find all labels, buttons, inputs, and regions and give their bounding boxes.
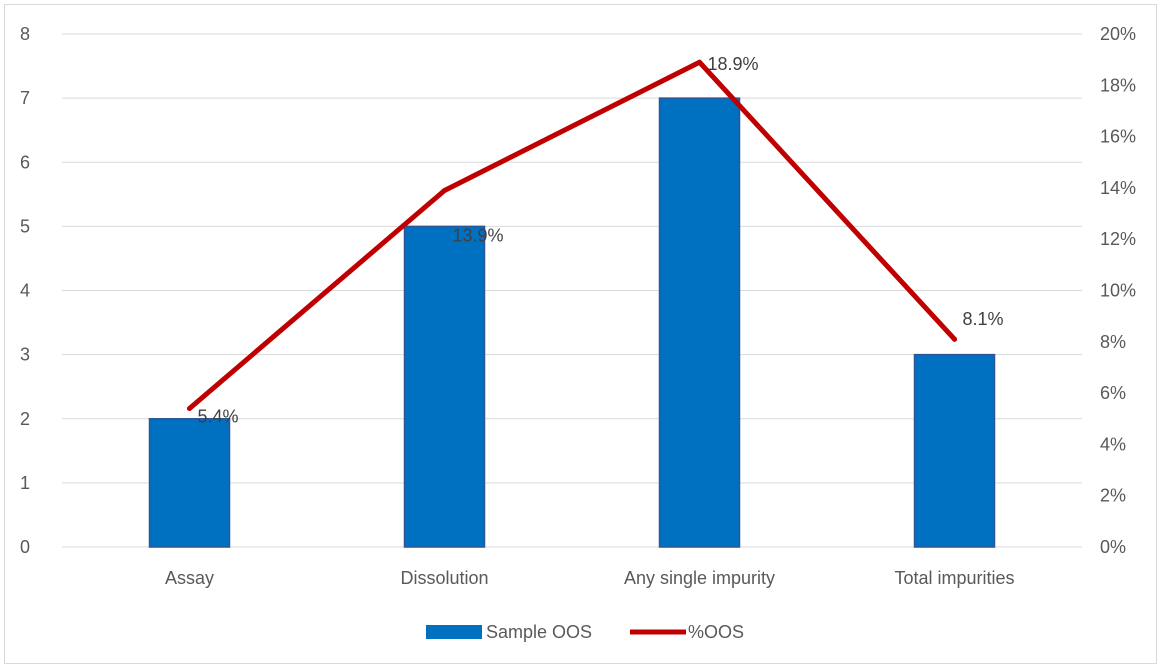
category-axis-labels: Assay Dissolution Any single impurity Total… (165, 568, 1015, 588)
legend-label-oos-percent: %OOS (688, 622, 744, 642)
category-label: Any single impurity (624, 568, 775, 588)
bar-assay (148, 418, 231, 548)
data-label: 18.9% (708, 54, 759, 74)
data-label: 13.9% (453, 225, 504, 245)
oos-percent-point (697, 59, 702, 65)
chart-frame (4, 4, 1157, 664)
gridlines (62, 33, 1082, 548)
oos-percent-line (187, 59, 957, 411)
bar-series-sample-oos (148, 97, 996, 548)
category-label: Dissolution (400, 568, 488, 588)
right-axis-tick-label: 10% (1100, 281, 1136, 301)
right-axis-tick-label: 14% (1100, 178, 1136, 198)
right-axis-ticks: 0% 2% 4% 6% 8% 10% 12% 14% 16% 18% 20% (1100, 24, 1136, 557)
bar-any-single-impurity (658, 97, 741, 548)
legend-swatch-sample-oos (426, 625, 482, 639)
right-axis-tick-label: 4% (1100, 434, 1126, 454)
data-label: 8.1% (963, 309, 1004, 329)
legend: Sample OOS %OOS (426, 622, 744, 642)
left-axis-tick-label: 5 (20, 216, 30, 236)
right-axis-tick-label: 8% (1100, 332, 1126, 352)
oos-percent-point (442, 187, 447, 193)
category-label: Total impurities (894, 568, 1014, 588)
bar-dissolution (403, 225, 486, 548)
left-axis-tick-label: 0 (20, 537, 30, 557)
line-series-oos-percent (187, 59, 957, 411)
left-axis-tick-label: 1 (20, 473, 30, 493)
data-labels: 5.4% 13.9% 18.9% 8.1% (198, 54, 1004, 426)
left-axis-ticks: 0 1 2 3 4 5 6 7 8 (20, 24, 30, 557)
oos-percent-point (187, 405, 192, 411)
right-axis-tick-label: 0% (1100, 537, 1126, 557)
left-axis-tick-label: 7 (20, 88, 30, 108)
left-axis-tick-label: 2 (20, 409, 30, 429)
right-axis-tick-label: 6% (1100, 383, 1126, 403)
right-axis-tick-label: 16% (1100, 127, 1136, 147)
left-axis-tick-label: 3 (20, 345, 30, 365)
data-label: 5.4% (198, 406, 239, 426)
right-axis-tick-label: 2% (1100, 486, 1126, 506)
oos-percent-point (952, 336, 957, 342)
bar-total-impurities (913, 353, 996, 548)
left-axis-tick-label: 4 (20, 281, 30, 301)
legend-label-sample-oos: Sample OOS (486, 622, 592, 642)
left-axis-tick-label: 6 (20, 152, 30, 172)
category-label: Assay (165, 568, 214, 588)
left-axis-tick-label: 8 (20, 24, 30, 44)
right-axis-tick-label: 18% (1100, 75, 1136, 95)
right-axis-tick-label: 12% (1100, 229, 1136, 249)
right-axis-tick-label: 20% (1100, 24, 1136, 44)
